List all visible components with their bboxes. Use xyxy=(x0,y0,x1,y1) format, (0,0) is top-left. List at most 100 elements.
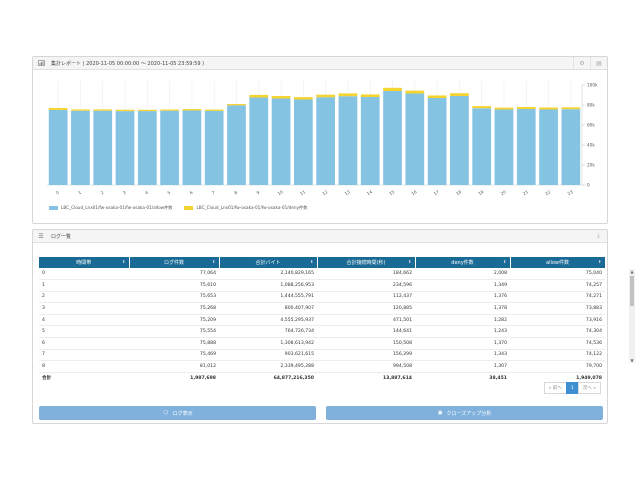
table-scrollbar[interactable]: ▲ ▼ xyxy=(629,269,635,363)
total-allow-count: 1,949,078 xyxy=(510,371,605,384)
bar-allow-22 xyxy=(539,109,558,185)
table-row[interactable]: 2 75,653 1,444,555,791 112,437 1,376 74,271 xyxy=(39,291,605,304)
bar-deny-3 xyxy=(115,109,135,112)
bar-allow-6 xyxy=(182,110,202,185)
bar-allow-20 xyxy=(494,109,514,185)
bar-deny-7 xyxy=(204,109,224,111)
log-view-button[interactable]: 🗨 ログ表示 xyxy=(39,406,316,420)
x-tick-label: 13 xyxy=(344,189,351,196)
table-row[interactable]: 1 75,610 1,088,256,953 234,596 1,349 74,257 xyxy=(39,279,605,292)
report-panel-header: 集計レポート ( 2020-11-05 00:00:00 ～ 2020-11-0… xyxy=(33,57,607,70)
total-deny-count: 38,451 xyxy=(415,371,510,384)
scroll-up-arrow-icon[interactable]: ▲ xyxy=(630,269,634,274)
x-tick-label: 15 xyxy=(388,189,395,196)
table-row[interactable]: 3 75,268 800,407,907 120,885 1,378 73,883 xyxy=(39,302,605,315)
scroll-down-arrow-icon[interactable]: ▼ xyxy=(630,358,634,363)
next-page-button[interactable]: 次へ » xyxy=(577,382,601,394)
cell-allow-count: 74,257 xyxy=(510,279,605,292)
cell-timeslot: 0 xyxy=(39,268,129,281)
prev-page-button[interactable]: « 前へ xyxy=(543,382,567,394)
log-table: 時間帯 ⬍ ログ件数 ⬍ 合計バイト ⬍ 合計接続時間(秒) ⬍ deny件数 ⬍ all… xyxy=(39,257,606,384)
y-tick-label: 100k xyxy=(587,83,598,88)
bar-allow-8 xyxy=(227,105,246,185)
x-tick-label: 4 xyxy=(144,190,149,196)
bar-deny-21 xyxy=(516,107,536,109)
x-tick-label: 5 xyxy=(166,190,171,196)
x-tick-label: 2 xyxy=(100,190,105,196)
bar-deny-15 xyxy=(383,87,402,91)
bar-deny-17 xyxy=(427,95,447,98)
cell-allow-count: 75,040 xyxy=(510,268,605,281)
download-button[interactable]: ⤓ xyxy=(590,230,607,242)
table-row[interactable]: 7 75,469 903,621,615 156,299 1,343 74,122 xyxy=(39,349,605,362)
cell-log-count: 75,209 xyxy=(129,314,219,327)
x-tick-label: 22 xyxy=(544,189,551,196)
document-icon: ▤ xyxy=(596,59,602,67)
column-header-timeslot[interactable]: 時間帯 ⬍ xyxy=(39,257,130,268)
column-header-log-count[interactable]: ログ件数 ⬍ xyxy=(129,257,220,268)
sort-icon: ⬍ xyxy=(598,259,602,264)
x-tick-label: 9 xyxy=(256,190,261,196)
cell-deny-count: 1,243 xyxy=(415,325,510,339)
sort-icon: ⬍ xyxy=(212,259,216,264)
table-row[interactable]: 6 75,888 1,308,613,942 150,508 1,370 74,536 xyxy=(39,337,605,350)
bar-allow-23 xyxy=(561,109,581,185)
bar-allow-0 xyxy=(48,109,68,185)
report-title: 集計レポート ( 2020-11-05 00:00:00 ～ 2020-11-0… xyxy=(51,60,205,67)
report-chart-panel: 集計レポート ( 2020-11-05 00:00:00 ～ 2020-11-0… xyxy=(32,56,608,224)
legend-item-allow[interactable]: LBC_Cloud_Lnx01/fw-osaka-01/fw-osaka-01/… xyxy=(49,205,172,211)
bar-allow-16 xyxy=(405,93,425,185)
column-header-allow-count[interactable]: allow件数 ⬍ xyxy=(510,257,606,268)
table-row[interactable]: 4 75,209 4,555,295,937 471,501 1,282 73,916 xyxy=(39,314,605,327)
bar-allow-19 xyxy=(472,108,492,185)
x-tick-label: 19 xyxy=(477,189,484,196)
bar-deny-10 xyxy=(271,96,291,99)
x-tick-label: 6 xyxy=(189,190,194,196)
column-header-connection-time[interactable]: 合計接続時間(秒) ⬍ xyxy=(317,257,416,268)
bar-deny-6 xyxy=(182,109,202,111)
export-button[interactable]: ▤ xyxy=(590,57,607,69)
table-row[interactable]: 5 75,554 764,726,734 144,641 1,243 74,304 xyxy=(39,325,605,339)
x-tick-label: 1 xyxy=(77,190,82,196)
cell-deny-count: 1,378 xyxy=(415,302,510,315)
cell-deny-count: 1,349 xyxy=(415,279,510,292)
cell-log-count: 75,268 xyxy=(129,302,219,315)
cell-timeslot: 8 xyxy=(39,360,129,373)
bar-allow-9 xyxy=(249,97,269,185)
cell-deny-count: 1,376 xyxy=(415,291,510,304)
cell-deny-count: 1,307 xyxy=(415,360,510,373)
x-tick-label: 23 xyxy=(567,189,574,196)
bar-deny-23 xyxy=(561,107,581,110)
x-tick-label: 18 xyxy=(455,189,462,196)
bar-deny-22 xyxy=(539,107,558,110)
table-row[interactable]: 8 81,012 2,339,495,288 994,508 1,307 79,700 xyxy=(39,360,605,373)
log-view-label: ログ表示 xyxy=(172,410,193,417)
cell-log-count: 81,012 xyxy=(129,360,219,373)
closeup-analysis-button[interactable]: ▣ クローズアップ分析 xyxy=(326,406,603,420)
cell-connection-time: 234,596 xyxy=(317,279,415,292)
log-panel-header: ☰ ログ一覧 ⤓ xyxy=(33,230,607,243)
pagination: « 前へ 1 次へ » xyxy=(543,382,601,394)
column-header-deny-count[interactable]: deny件数 ⬍ xyxy=(415,257,511,268)
settings-button[interactable]: ⚙ xyxy=(573,57,590,69)
table-row[interactable]: 0 77,064 2,140,829,165 184,662 2,008 75,040 xyxy=(39,268,605,281)
scrollbar-thumb[interactable] xyxy=(630,276,634,306)
bar-allow-7 xyxy=(204,110,224,185)
cell-total-bytes: 800,407,907 xyxy=(219,302,317,315)
sort-icon: ⬍ xyxy=(310,259,314,264)
image-icon: ▣ xyxy=(437,410,443,416)
cell-connection-time: 144,641 xyxy=(317,325,415,339)
bar-deny-9 xyxy=(249,94,269,98)
cell-log-count: 75,888 xyxy=(129,337,219,350)
cell-total-bytes: 2,339,495,288 xyxy=(219,360,317,373)
y-tick-label: 60k xyxy=(587,123,595,128)
download-icon: ⤓ xyxy=(597,232,600,239)
cell-connection-time: 150,508 xyxy=(317,337,415,350)
column-header-total-bytes[interactable]: 合計バイト ⬍ xyxy=(219,257,318,268)
bar-deny-20 xyxy=(494,107,514,110)
legend-item-deny[interactable]: LBC_Cloud_Lnx01/fw-osaka-01/fw-osaka-01/… xyxy=(184,205,307,211)
cell-timeslot: 2 xyxy=(39,291,129,304)
cell-timeslot: 1 xyxy=(39,279,129,292)
cell-connection-time: 120,885 xyxy=(317,302,415,315)
legend-label-allow: LBC_Cloud_Lnx01/fw-osaka-01/fw-osaka-01/… xyxy=(61,205,173,210)
